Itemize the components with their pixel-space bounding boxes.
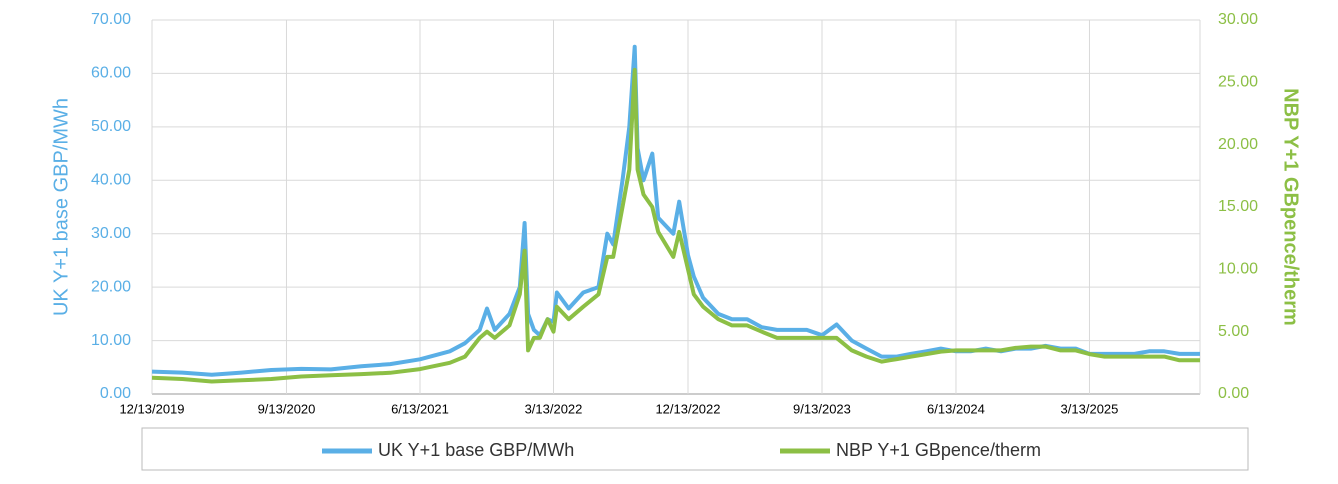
y-tick-label: 50.00 (91, 118, 131, 135)
y2-axis-title: NBP Y+1 GBpence/therm (1280, 88, 1302, 326)
series-line (151, 44, 1200, 377)
y-tick-label: 20.00 (91, 278, 131, 295)
x-tick-label: 9/13/2020 (258, 401, 316, 416)
series-line (151, 67, 1200, 384)
y2-tick-label: 30.00 (1218, 11, 1258, 28)
y-tick-label: 30.00 (91, 225, 131, 242)
y2-tick-label: 0.00 (1218, 385, 1249, 402)
y-tick-label: 70.00 (91, 11, 131, 28)
y2-tick-label: 10.00 (1218, 261, 1258, 278)
x-tick-label: 6/13/2021 (391, 401, 449, 416)
y-tick-label: 0.00 (100, 385, 131, 402)
x-tick-label: 3/13/2025 (1061, 401, 1119, 416)
y2-tick-label: 20.00 (1218, 136, 1258, 153)
y-tick-label: 10.00 (91, 332, 131, 349)
y-axis-title: UK Y+1 base GBP/MWh (50, 98, 72, 316)
x-tick-label: 12/13/2022 (655, 401, 720, 416)
x-tick-label: 9/13/2023 (793, 401, 851, 416)
y2-tick-label: 25.00 (1218, 74, 1258, 91)
legend-box (141, 427, 1249, 471)
x-tick-label: 3/13/2022 (525, 401, 583, 416)
y-tick-label: 40.00 (91, 172, 131, 189)
legend-label: UK Y+1 base GBP/MWh (378, 440, 574, 460)
y-tick-label: 60.00 (91, 65, 131, 82)
legend-label: NBP Y+1 GBpence/therm (836, 440, 1041, 460)
x-tick-label: 12/13/2019 (119, 401, 184, 416)
y2-tick-label: 15.00 (1218, 198, 1258, 215)
x-tick-label: 6/13/2024 (927, 401, 985, 416)
y2-tick-label: 5.00 (1218, 323, 1249, 340)
